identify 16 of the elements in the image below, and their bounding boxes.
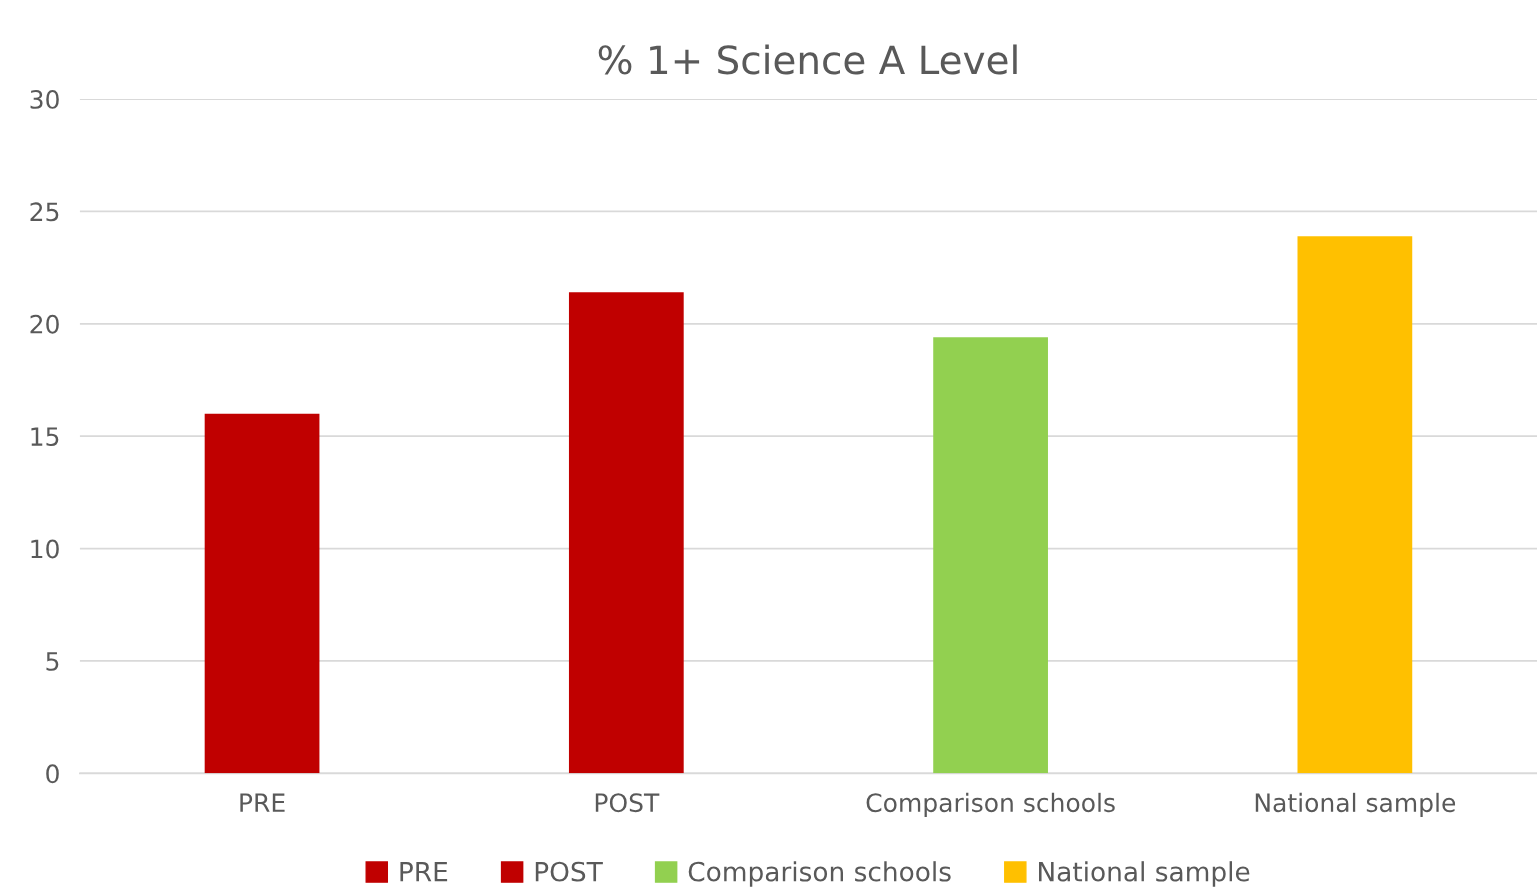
y-tick-label: 10 [31,539,59,559]
x-tick-label: POST [595,793,660,813]
y-tick-label: 0 [46,764,59,784]
y-tick-label: 5 [46,652,59,671]
x-tick-label: PRE [240,793,285,812]
y-tick-label: 20 [30,314,59,334]
y-tick-label: 30 [30,89,59,109]
chart-title: % 1+ Science A Level [598,44,1017,75]
legend-label: National sample [1039,861,1250,887]
x-tick-label: National sample [1255,792,1456,817]
y-tick-label: 15 [31,427,59,447]
legend-label: POST [535,861,603,882]
legend-label: Comparison schools [688,861,951,887]
y-tick-label: 25 [30,202,59,222]
x-tick-label: Comparison schools [866,792,1115,817]
legend-label: PRE [400,861,448,882]
